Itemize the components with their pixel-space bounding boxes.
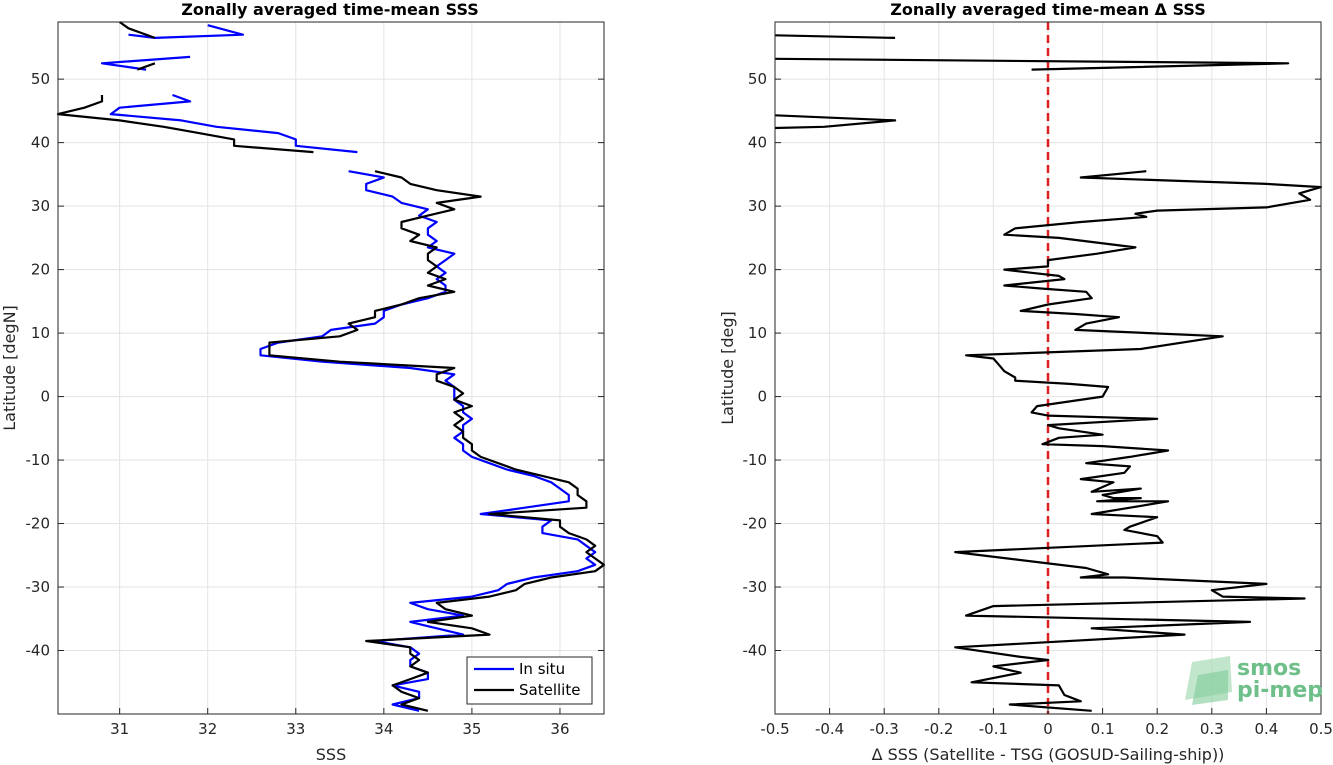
right-ticks: -0.5 -0.4 -0.3 -0.2 -0.1 0 0.1 0.2 0.3 0.4 0.5 -40 -…: [743, 70, 1333, 738]
left-ytick-label: 40: [31, 134, 50, 152]
right-xtick-label: -0.5: [760, 720, 789, 738]
logo-wave-shadow-icon: [1192, 670, 1228, 705]
left-series-satellite-line: [118, 21, 156, 39]
left-ytick-label: 30: [31, 197, 50, 215]
smos-pimep-logo: smos pi-mep: [1185, 656, 1323, 705]
right-ytick-label: -40: [743, 642, 768, 660]
right-series-0-line: [774, 114, 897, 130]
left-series-in-situ-line: [259, 170, 597, 712]
right-ytick-label: 0: [757, 388, 767, 406]
right-series-0-line: [954, 170, 1323, 712]
right-x-axis-label: Δ SSS (Satellite - TSG (GOSUD-Sailing-sh…: [872, 745, 1225, 764]
left-series-in-situ-line: [128, 24, 244, 40]
logo-line2: pi-mep: [1237, 678, 1323, 703]
left-chart-title: Zonally averaged time-mean SSS: [181, 0, 479, 19]
left-xtick-label: 33: [286, 720, 305, 738]
left-xtick-label: 32: [198, 720, 217, 738]
left-ytick-label: 50: [31, 70, 50, 88]
right-series-0-line: [774, 57, 1290, 71]
right-ytick-label: 30: [748, 197, 767, 215]
legend: In situ Satellite: [466, 656, 593, 705]
right-ytick-label: -20: [743, 515, 768, 533]
right-xtick-label: 0.2: [1145, 720, 1169, 738]
right-ytick-label: -30: [743, 578, 768, 596]
left-series-satellite-line: [56, 95, 314, 154]
left-series-satellite-line: [136, 62, 156, 71]
right-xtick-label: 0.3: [1200, 720, 1224, 738]
left-xtick-label: 34: [374, 720, 393, 738]
right-series: [774, 34, 1323, 712]
left-axes-box: [57, 21, 605, 715]
legend-satellite-label: Satellite: [519, 681, 580, 699]
left-ytick-label: 20: [31, 261, 50, 279]
right-xtick-label: -0.4: [815, 720, 844, 738]
right-xtick-label: 0: [1043, 720, 1053, 738]
left-ytick-label: 10: [31, 324, 50, 342]
left-ytick-label: -30: [26, 578, 51, 596]
left-series-in-situ-line: [100, 55, 191, 71]
left-series: [56, 21, 606, 712]
legend-in-situ-label: In situ: [519, 660, 565, 678]
left-x-axis-label: SSS: [316, 745, 346, 764]
right-ytick-label: 20: [748, 261, 767, 279]
right-xtick-label: -0.3: [870, 720, 899, 738]
left-ticks: 31 32 33 34 35 36 -40 -30 -20 -10 0 10 20 30 40 50: [26, 70, 604, 738]
legend-box: [466, 656, 593, 705]
right-ytick-label: 40: [748, 134, 767, 152]
right-ytick-label: 50: [748, 70, 767, 88]
left-ytick-label: -40: [26, 642, 51, 660]
right-xtick-label: 0.1: [1091, 720, 1115, 738]
left-series-satellite-line: [268, 170, 606, 712]
right-xtick-label: 0.5: [1309, 720, 1333, 738]
left-xtick-label: 35: [462, 720, 481, 738]
left-ytick-label: -20: [26, 515, 51, 533]
left-series-in-situ-line: [109, 93, 358, 154]
right-xtick-label: -0.1: [979, 720, 1008, 738]
left-ytick-label: -10: [26, 451, 51, 469]
right-panel: Zonally averaged time-mean Δ SSS -0.5 -0.…: [718, 0, 1333, 764]
left-xtick-label: 31: [110, 720, 129, 738]
right-xtick-label: -0.2: [924, 720, 953, 738]
right-y-axis-label: Latitude [deg]: [718, 311, 737, 425]
left-xtick-label: 36: [550, 720, 569, 738]
logo-line1: smos: [1237, 656, 1301, 681]
left-panel: Zonally averaged time-mean SSS 31 32 33 34 3…: [0, 0, 606, 764]
left-y-axis-label: Latitude [degN]: [0, 305, 19, 431]
right-ytick-label: 10: [748, 324, 767, 342]
left-gridlines: [58, 22, 604, 714]
right-ytick-label: -10: [743, 451, 768, 469]
left-ytick-label: 0: [40, 388, 50, 406]
right-series-0-line: [774, 34, 896, 39]
right-xtick-label: 0.4: [1254, 720, 1278, 738]
right-chart-title: Zonally averaged time-mean Δ SSS: [890, 0, 1206, 19]
